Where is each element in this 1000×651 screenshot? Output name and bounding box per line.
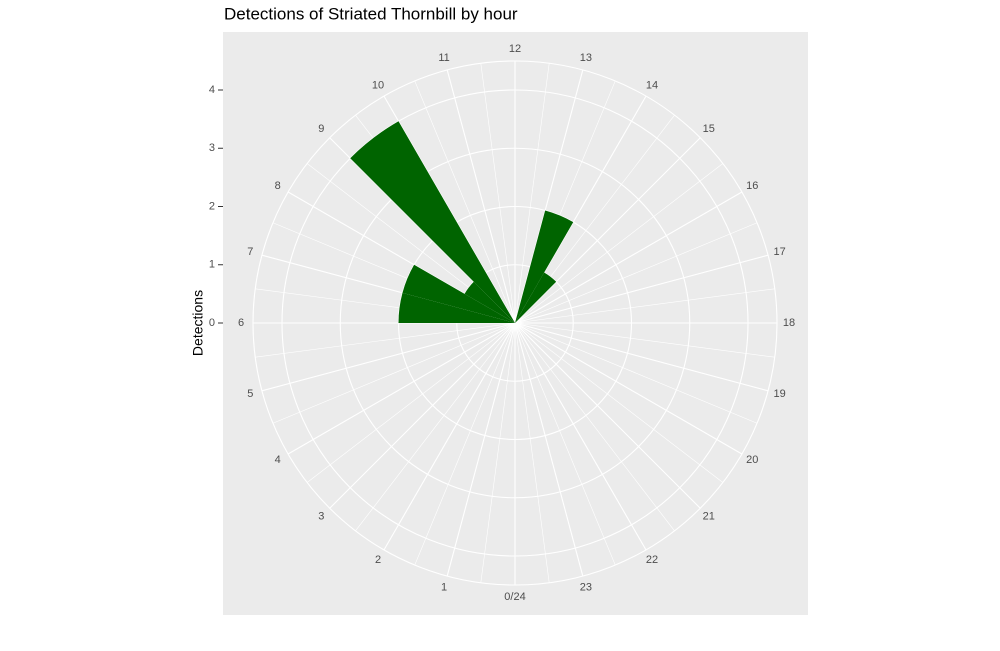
y-axis-title: Detections [190,290,206,356]
y-tick-label: 1 [209,259,215,271]
x-tick-label: 14 [646,80,658,92]
x-tick-label: 23 [580,582,592,594]
minor-spoke [514,222,758,324]
grid-spoke [514,322,647,551]
chart-title: Detections of Striated Thornbill by hour [224,4,518,23]
x-tick-label: 16 [746,180,758,192]
x-tick-label: 4 [275,454,281,466]
minor-spoke [514,322,724,483]
y-tick-label: 0 [209,317,215,329]
x-tick-label: 1 [441,582,447,594]
grid-spoke [514,137,701,324]
x-tick-label: 2 [375,554,381,566]
minor-spoke [514,322,775,358]
bar [350,121,515,323]
x-tick-label: 7 [247,246,253,258]
grid-spoke [287,322,516,455]
minor-spoke [355,322,516,532]
y-tick-label: 2 [209,200,215,212]
grid-spoke [446,69,516,324]
x-tick-label: 9 [318,123,324,135]
minor-spoke [480,63,516,324]
x-tick-label: 3 [318,511,324,523]
x-tick-label: 10 [372,80,384,92]
x-tick-label: 12 [509,43,521,55]
x-tick-label: 11 [438,52,449,64]
grid-spoke [514,322,769,392]
x-tick-label: 21 [703,511,715,523]
grid-spoke [514,322,701,509]
grid-spoke [446,322,516,577]
minor-spoke [306,322,516,483]
minor-spoke [514,322,616,566]
minor-spoke [255,322,516,358]
x-tick-label: 13 [580,52,592,64]
y-tick-label: 3 [209,142,215,154]
x-tick-label: 17 [774,246,786,258]
x-tick-label: 19 [774,388,786,400]
minor-spoke [272,322,516,424]
minor-spoke [414,322,516,566]
minor-spoke [514,322,758,424]
minor-spoke [514,322,675,532]
x-tick-label: 8 [275,180,281,192]
bar [515,210,574,323]
bar [398,292,515,323]
x-tick-label: 5 [247,388,253,400]
minor-spoke [514,163,724,324]
bar [464,281,515,323]
x-tick-label: 20 [746,454,758,466]
x-tick-label: 22 [646,554,658,566]
minor-spoke [480,322,516,583]
grid-spoke [514,322,584,577]
y-tick-label: 4 [209,84,215,96]
grid-spoke [261,322,516,392]
x-tick-label: 0/24 [504,591,525,603]
minor-spoke [514,63,550,324]
grid-spoke [383,322,516,551]
x-tick-label: 15 [703,123,715,135]
grid-spoke [514,322,743,455]
x-tick-label: 18 [783,317,795,329]
minor-spoke [514,322,550,583]
bar [402,264,515,323]
x-tick-label: 6 [238,317,244,329]
bar [515,272,557,323]
grid-spoke [514,69,584,324]
grid-spoke [514,191,743,324]
minor-spoke [414,80,516,324]
grid-spoke [329,322,516,509]
minor-spoke [514,288,775,324]
grid-spoke [514,254,769,324]
